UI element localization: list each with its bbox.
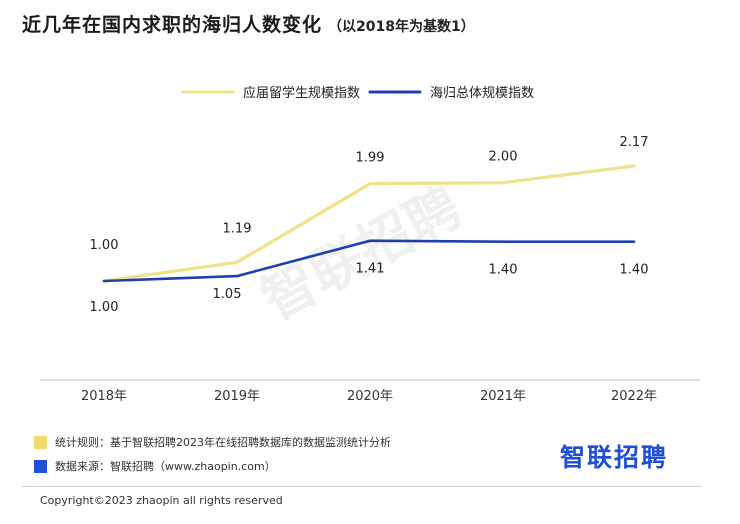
data-label-s0-0: 1.00 (90, 300, 119, 315)
note-source-text: 数据来源：智联招聘（www.zhaopin.com） (55, 460, 276, 473)
data-label-s1-1: 1.19 (223, 221, 252, 236)
chart-title-main: 近几年在国内求职的海归人数变化 (22, 14, 323, 36)
legend-label-1: 海归总体规模指数 (430, 86, 534, 101)
data-label-s1-3: 2.00 (489, 150, 518, 165)
x-tick-label-2: 2020年 (347, 389, 393, 404)
source-color-square (34, 459, 47, 473)
note-source: 数据来源：智联招聘（www.zhaopin.com） (34, 454, 391, 478)
chart-notes: 统计规则：基于智联招聘2023年在线招聘数据库的数据监测统计分析 数据来源：智联… (34, 430, 391, 478)
note-rule: 统计规则：基于智联招聘2023年在线招聘数据库的数据监测统计分析 (34, 430, 391, 454)
rule-color-square (34, 435, 47, 449)
data-label-s1-2: 1.99 (356, 151, 385, 166)
data-label-s1-4: 2.17 (620, 135, 649, 150)
chart-subtitle: （以2018年为基数1） (328, 19, 475, 35)
line-chart: 智联招聘 应届留学生规模指数 海归总体规模指数 2018年 2019年 2020年 2021… (40, 85, 700, 404)
watermark: 智联招聘 (251, 175, 471, 332)
x-tick-label-4: 2022年 (611, 389, 657, 404)
x-tick-label-0: 2018年 (81, 389, 127, 404)
legend-label-0: 应届留学生规模指数 (243, 85, 360, 101)
data-label-s0-3: 1.40 (489, 263, 518, 278)
series-line-1 (102, 164, 636, 283)
data-label-s0-4: 1.40 (620, 263, 649, 278)
data-label-s1-0: 1.00 (90, 238, 119, 253)
x-tick-label-1: 2019年 (214, 389, 260, 404)
brand-logo: 智联招聘 (560, 443, 669, 472)
series-line-0 (102, 239, 636, 283)
data-label-s0-2: 1.41 (356, 262, 385, 277)
data-label-s0-1: 1.05 (213, 287, 242, 302)
copyright-text: Copyright©2023 zhaopin all rights reserv… (40, 494, 283, 507)
x-tick-label-3: 2021年 (480, 389, 526, 404)
footer-divider (22, 486, 702, 487)
chart-title: 近几年在国内求职的海归人数变化 （以2018年为基数1） (22, 10, 475, 37)
note-rule-text: 统计规则：基于智联招聘2023年在线招聘数据库的数据监测统计分析 (55, 436, 391, 449)
